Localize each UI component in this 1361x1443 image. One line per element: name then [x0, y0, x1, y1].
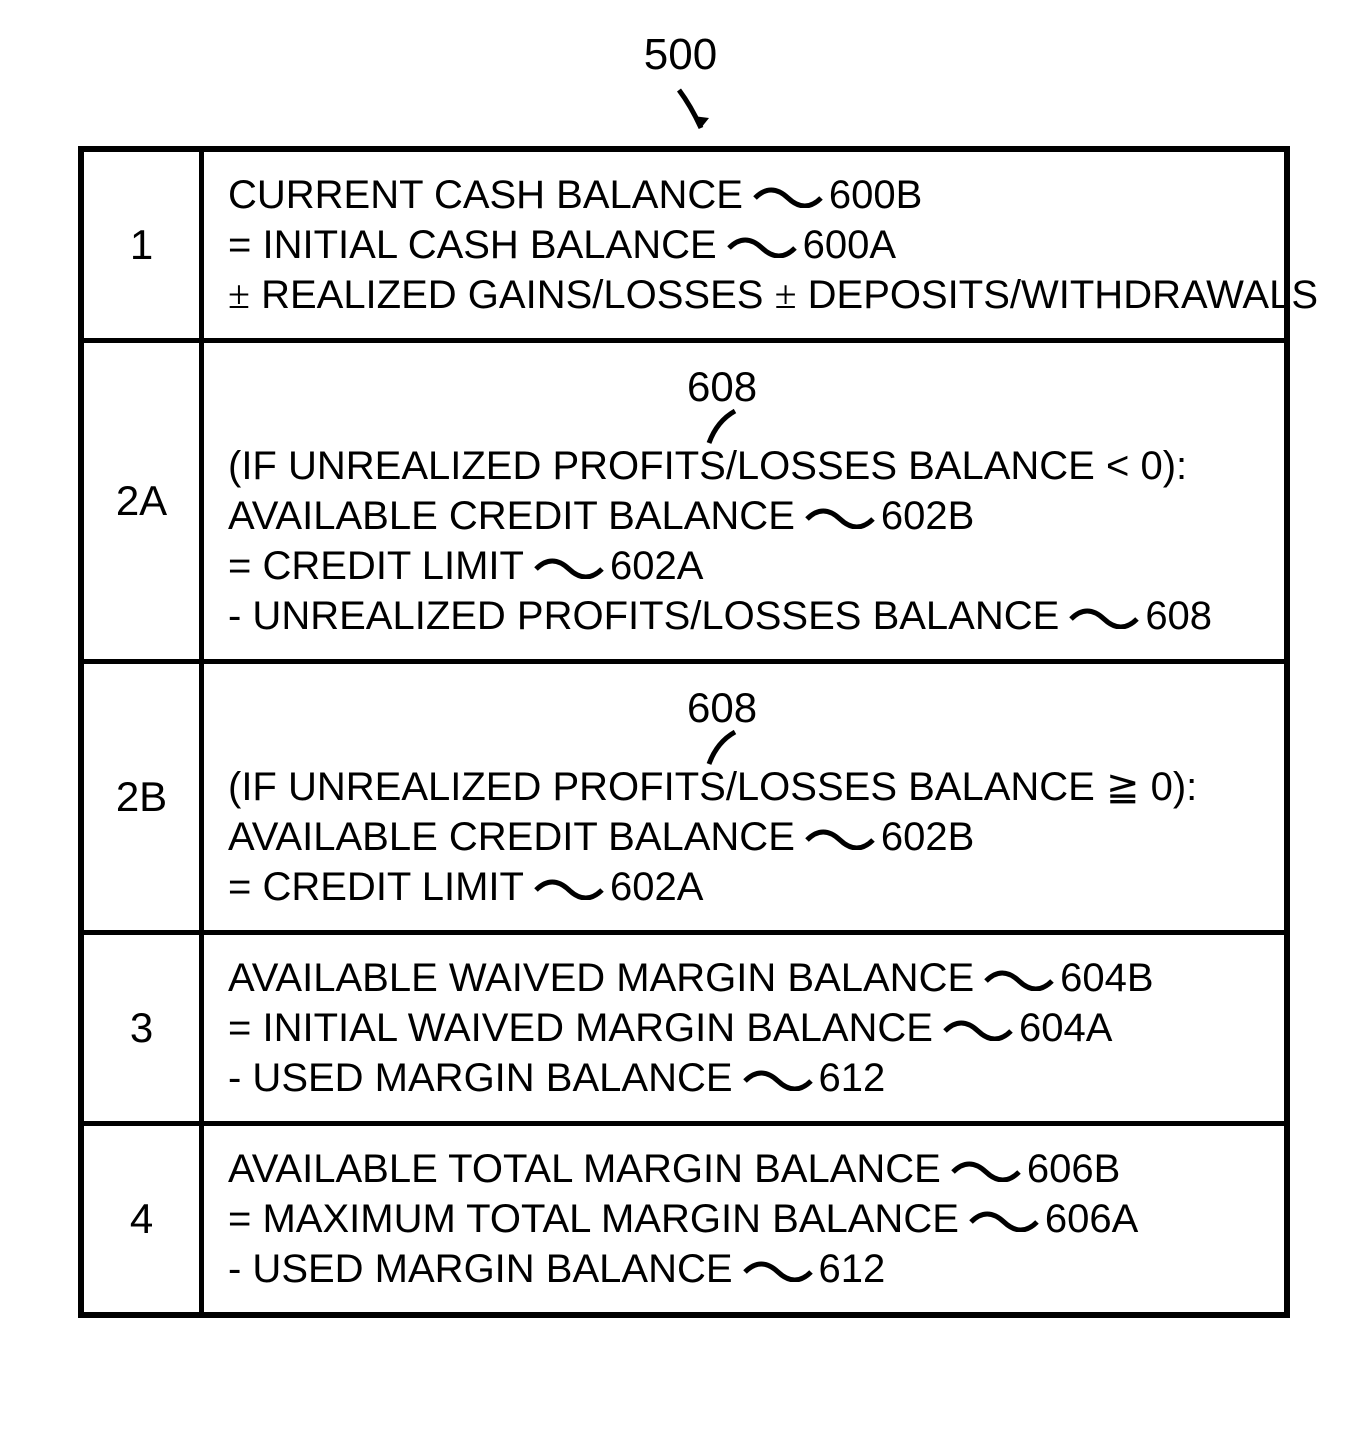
line-text: ± REALIZED GAINS/LOSSES ± DEPOSITS/WITHD…	[228, 273, 1318, 317]
formula-line: = INITIAL CASH BALANCE 600A	[228, 220, 1318, 270]
callout-reference: 608	[228, 361, 1266, 441]
formula-line: AVAILABLE CREDIT BALANCE 602B	[228, 812, 1266, 862]
reference-connector-icon	[1069, 607, 1139, 629]
callout-number: 608	[687, 682, 757, 735]
formula-line: CURRENT CASH BALANCE 600B	[228, 170, 1318, 220]
reference-arrow	[673, 88, 713, 143]
reference-number: 600B	[829, 173, 922, 217]
row-body-cell: CURRENT CASH BALANCE600B= INITIAL CASH B…	[204, 152, 1336, 338]
row-id-cell: 2B	[84, 664, 204, 930]
formula-line: = CREDIT LIMIT 602A	[228, 541, 1266, 591]
reference-number: 602A	[610, 865, 703, 909]
table-row: 3AVAILABLE WAIVED MARGIN BALANCE604B= IN…	[84, 930, 1284, 1121]
line-text: - UNREALIZED PROFITS/LOSSES BALANCE	[228, 594, 1059, 638]
formula-line: - USED MARGIN BALANCE 612	[228, 1244, 1266, 1294]
reference-number: 602B	[881, 815, 974, 859]
reference-number: 612	[819, 1247, 886, 1291]
callout-arrow-icon	[705, 409, 745, 454]
callout-arrow-icon	[705, 730, 745, 775]
reference-connector-icon	[805, 828, 875, 850]
reference-connector-icon	[534, 878, 604, 900]
line-text: = MAXIMUM TOTAL MARGIN BALANCE	[228, 1197, 959, 1241]
patent-figure-page: 500 1CURRENT CASH BALANCE600B= INITIAL C…	[0, 0, 1361, 1443]
reference-connector-icon	[984, 969, 1054, 991]
reference-connector-icon	[753, 186, 823, 208]
row-id-cell: 1	[84, 152, 204, 338]
table-row: 2B 608 (IF UNREALIZED PROFITS/LOSSES BALAN…	[84, 659, 1284, 930]
row-body-cell: 608 (IF UNREALIZED PROFITS/LOSSES BALANCE…	[204, 343, 1284, 659]
reference-number: 602A	[610, 544, 703, 588]
callout-number: 608	[687, 361, 757, 414]
reference-connector-icon	[805, 507, 875, 529]
formula-line: - UNREALIZED PROFITS/LOSSES BALANCE 608	[228, 591, 1266, 641]
reference-connector-icon	[534, 557, 604, 579]
reference-connector-icon	[969, 1210, 1039, 1232]
line-text: AVAILABLE CREDIT BALANCE	[228, 494, 795, 538]
figure-reference-number: 500	[644, 30, 717, 80]
row-id-cell: 4	[84, 1126, 204, 1312]
line-text: AVAILABLE WAIVED MARGIN BALANCE	[228, 956, 974, 1000]
formula-line: - USED MARGIN BALANCE 612	[228, 1053, 1266, 1103]
reference-number: 604B	[1060, 956, 1153, 1000]
table-row: 4AVAILABLE TOTAL MARGIN BALANCE606B= MAX…	[84, 1121, 1284, 1312]
table-row: 2A 608 (IF UNREALIZED PROFITS/LOSSES BALAN…	[84, 338, 1284, 659]
reference-number: 604A	[1019, 1006, 1112, 1050]
reference-connector-icon	[743, 1260, 813, 1282]
line-text: = INITIAL WAIVED MARGIN BALANCE	[228, 1006, 933, 1050]
line-text: = INITIAL CASH BALANCE	[228, 223, 717, 267]
reference-connector-icon	[743, 1069, 813, 1091]
callout-reference: 608	[228, 682, 1266, 762]
formula-line: = MAXIMUM TOTAL MARGIN BALANCE 606A	[228, 1194, 1266, 1244]
row-body-cell: AVAILABLE TOTAL MARGIN BALANCE606B= MAXI…	[204, 1126, 1284, 1312]
line-text: AVAILABLE TOTAL MARGIN BALANCE	[228, 1147, 941, 1191]
reference-connector-icon	[727, 236, 797, 258]
line-text: CURRENT CASH BALANCE	[228, 173, 743, 217]
formula-line: ± REALIZED GAINS/LOSSES ± DEPOSITS/WITHD…	[228, 270, 1318, 320]
formula-line: = INITIAL WAIVED MARGIN BALANCE 604A	[228, 1003, 1266, 1053]
reference-number: 612	[819, 1056, 886, 1100]
reference-number: 608	[1145, 594, 1212, 638]
reference-number: 600A	[803, 223, 896, 267]
reference-number: 606A	[1045, 1197, 1138, 1241]
reference-number: 602B	[881, 494, 974, 538]
reference-connector-icon	[951, 1160, 1021, 1182]
line-text: - USED MARGIN BALANCE	[228, 1247, 733, 1291]
formula-line: AVAILABLE WAIVED MARGIN BALANCE 604B	[228, 953, 1266, 1003]
line-text: = CREDIT LIMIT	[228, 865, 524, 909]
formula-line: (IF UNREALIZED PROFITS/LOSSES BALANCE < …	[228, 441, 1266, 491]
table-row: 1 CURRENT CASH BALANCE 600B = INITIAL CASH …	[84, 152, 1284, 338]
line-text: = CREDIT LIMIT	[228, 544, 524, 588]
formula-line: AVAILABLE CREDIT BALANCE 602B	[228, 491, 1266, 541]
line-text: - USED MARGIN BALANCE	[228, 1056, 733, 1100]
reference-connector-icon	[943, 1019, 1013, 1041]
formula-table: 1 CURRENT CASH BALANCE 600B = INITIAL CASH …	[78, 146, 1290, 1318]
row-body-cell: 608 (IF UNREALIZED PROFITS/LOSSES BALANCE…	[204, 664, 1284, 930]
row-body-cell: AVAILABLE WAIVED MARGIN BALANCE604B= INI…	[204, 935, 1284, 1121]
row-id-cell: 3	[84, 935, 204, 1121]
reference-number: 606B	[1027, 1147, 1120, 1191]
line-text: AVAILABLE CREDIT BALANCE	[228, 815, 795, 859]
formula-line: = CREDIT LIMIT 602A	[228, 862, 1266, 912]
formula-line: AVAILABLE TOTAL MARGIN BALANCE 606B	[228, 1144, 1266, 1194]
row-id-cell: 2A	[84, 343, 204, 659]
formula-line: (IF UNREALIZED PROFITS/LOSSES BALANCE ≧ …	[228, 762, 1266, 812]
